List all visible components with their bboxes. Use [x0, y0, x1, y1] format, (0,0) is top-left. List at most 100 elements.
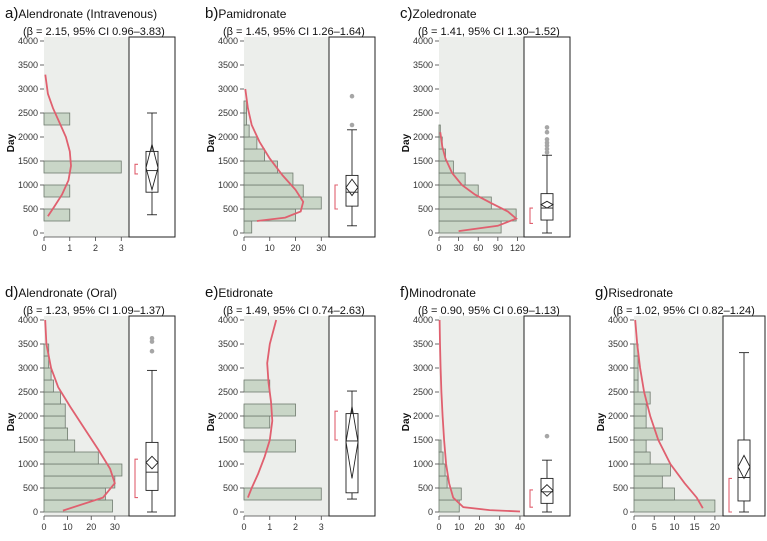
y-tick-label: 3500: [413, 60, 433, 70]
y-tick-label: 1000: [413, 459, 433, 469]
x-tick-label: 30: [316, 243, 326, 253]
y-axis-label: Day: [6, 412, 17, 431]
y-tick-label: 1500: [18, 435, 38, 445]
y-tick-label: 500: [418, 204, 433, 214]
y-tick-label: 500: [23, 204, 38, 214]
shortest-half-bracket: [529, 489, 533, 508]
panel-letter: g): [595, 284, 608, 301]
x-tick-label: 3: [319, 522, 324, 532]
y-tick-label: 0: [428, 228, 433, 238]
histogram-bar: [43, 355, 50, 369]
outlier-point: [544, 433, 550, 439]
mean-diamond: [737, 454, 751, 480]
shortest-half-bracket: [334, 410, 338, 441]
histogram-bar: [43, 112, 71, 126]
beta-stat: (β = 1.23, 95% CI 1.09–1.37): [23, 305, 165, 317]
x-tick-label: 90: [493, 243, 503, 253]
y-tick-label: 1500: [18, 156, 38, 166]
histogram-bar: [243, 415, 271, 429]
panel-title: b)Pamidronate: [205, 5, 287, 22]
outlier-point: [149, 339, 155, 344]
chart-panel-2: b)Pamidronate (β = 1.45, 95% CI 1.26–1.64…: [205, 5, 376, 253]
x-tick-label: 10: [669, 522, 679, 532]
y-tick-label: 3500: [18, 339, 38, 349]
y-tick-label: 3000: [413, 363, 433, 373]
y-tick-label: 1000: [18, 459, 38, 469]
y-axis-label: Day: [401, 133, 412, 152]
beta-stat: (β = 1.02, 95% CI 0.82–1.24): [613, 305, 755, 317]
y-tick-label: 0: [623, 507, 628, 517]
histogram-bar: [243, 100, 247, 114]
shortest-half-bracket: [134, 163, 138, 175]
panel-letter: e): [205, 284, 218, 301]
histogram-bar: [43, 184, 71, 198]
y-tick-label: 3500: [413, 339, 433, 349]
panel-title: d)Alendronate (Oral): [5, 284, 117, 301]
y-tick-label: 1500: [218, 156, 238, 166]
y-axis-label: Day: [6, 133, 17, 152]
histogram-bar: [243, 403, 296, 417]
y-tick-label: 3000: [608, 363, 628, 373]
y-tick-label: 1000: [608, 459, 628, 469]
histogram-bar: [633, 475, 663, 489]
histogram-bar: [633, 403, 647, 417]
histogram-bar: [43, 367, 52, 381]
x-tick-label: 30: [495, 522, 505, 532]
x-tick-label: 0: [41, 522, 46, 532]
mean-diamond: [540, 484, 554, 497]
chart-panel-3: c)Zoledronate (β = 1.41, 95% CI 1.30–1.52…: [400, 5, 571, 253]
histogram-bar: [633, 391, 651, 405]
histogram-bar: [633, 451, 651, 465]
histogram-bar: [43, 475, 116, 489]
histogram-bar: [633, 463, 671, 477]
y-tick-label: 3000: [413, 84, 433, 94]
x-tick-label: 20: [86, 522, 96, 532]
y-tick-label: 2000: [18, 411, 38, 421]
histogram-bar: [438, 463, 446, 477]
beta-stat: (β = 2.15, 95% CI 0.96–3.83): [23, 26, 165, 38]
panel-letter: d): [5, 284, 18, 301]
drug-name: Pamidronate: [218, 7, 286, 21]
y-tick-label: 2500: [18, 387, 38, 397]
y-tick-label: 3000: [218, 363, 238, 373]
y-tick-label: 500: [223, 204, 238, 214]
x-tick-label: 0: [631, 522, 636, 532]
y-tick-label: 3500: [608, 339, 628, 349]
x-tick-label: 40: [515, 522, 525, 532]
histogram-bar: [633, 367, 639, 381]
histogram-bar: [243, 196, 322, 210]
histogram-bar: [243, 379, 271, 393]
x-tick-label: 3: [119, 243, 124, 253]
histogram-bar: [438, 475, 448, 489]
x-tick-label: 10: [63, 522, 73, 532]
histogram-bar: [243, 184, 304, 198]
y-tick-label: 500: [613, 483, 628, 493]
histogram-bar: [243, 148, 266, 162]
outlier-point: [149, 348, 155, 354]
y-tick-label: 2500: [413, 387, 433, 397]
y-tick-label: 3500: [218, 60, 238, 70]
y-tick-label: 3000: [18, 84, 38, 94]
drug-name: Alendronate (Oral): [18, 286, 117, 300]
chart-panel-7: g)Risedronate (β = 1.02, 95% CI 0.82–1.24…: [595, 284, 766, 532]
x-tick-label: 2: [93, 243, 98, 253]
density-curve: [247, 319, 278, 498]
histogram-bar: [633, 439, 647, 453]
boxplot-box: [145, 150, 159, 193]
x-tick-label: 20: [710, 522, 720, 532]
beta-stat: (β = 0.90, 95% CI 0.69–1.13): [418, 305, 560, 317]
density-curve: [44, 319, 116, 512]
histogram-bar: [43, 415, 66, 429]
y-tick-label: 3500: [18, 60, 38, 70]
x-tick-label: 5: [652, 522, 657, 532]
x-tick-label: 0: [241, 522, 246, 532]
y-tick-label: 2000: [608, 411, 628, 421]
x-tick-label: 10: [454, 522, 464, 532]
histogram-bar: [43, 439, 76, 453]
y-tick-label: 3000: [18, 363, 38, 373]
y-tick-label: 500: [223, 483, 238, 493]
boxplot-box: [540, 477, 554, 504]
y-tick-label: 1500: [413, 435, 433, 445]
x-tick-label: 30: [454, 243, 464, 253]
